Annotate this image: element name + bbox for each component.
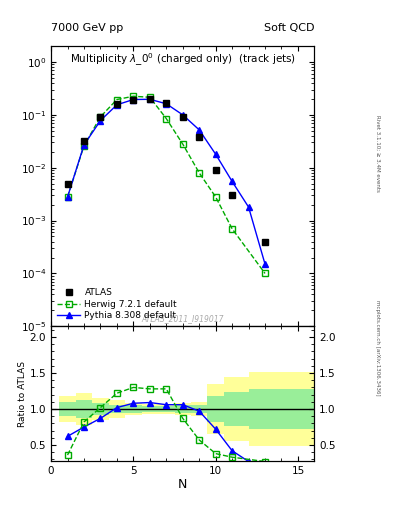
ATLAS [197, 134, 202, 140]
Herwig 7.2.1 default [263, 270, 267, 276]
Bar [158, 404, 174, 414]
Herwig 7.2.1 default [98, 114, 103, 120]
Line: Pythia 8.308 default: Pythia 8.308 default [65, 96, 268, 267]
Herwig 7.2.1 default [147, 94, 152, 100]
Herwig 7.2.1 default [197, 170, 202, 176]
Text: Soft QCD: Soft QCD [264, 23, 314, 33]
ATLAS [213, 167, 218, 173]
Herwig 7.2.1 default [180, 141, 185, 147]
Bar [92, 403, 109, 415]
ATLAS [131, 96, 136, 102]
X-axis label: N: N [178, 478, 187, 492]
Bar [76, 400, 92, 418]
Herwig 7.2.1 default [65, 194, 70, 200]
Text: Rivet 3.1.10; ≥ 3.4M events: Rivet 3.1.10; ≥ 3.4M events [375, 115, 380, 192]
Pythia 8.308 default [131, 96, 136, 102]
Pythia 8.308 default [82, 142, 86, 148]
Pythia 8.308 default [65, 194, 70, 200]
Text: mcplots.cern.ch [arXiv:1306.3436]: mcplots.cern.ch [arXiv:1306.3436] [375, 301, 380, 396]
Bar [249, 372, 314, 446]
Pythia 8.308 default [98, 117, 103, 123]
Legend: ATLAS, Herwig 7.2.1 default, Pythia 8.308 default: ATLAS, Herwig 7.2.1 default, Pythia 8.30… [55, 287, 179, 322]
Bar [191, 404, 208, 413]
Pythia 8.308 default [147, 96, 152, 102]
Bar [141, 404, 158, 414]
ATLAS [98, 114, 103, 120]
Bar [174, 406, 191, 413]
ATLAS [115, 101, 119, 107]
Bar [59, 402, 76, 416]
Text: Multiplicity $\lambda\_0^0$ (charged only)  (track jets): Multiplicity $\lambda\_0^0$ (charged onl… [70, 52, 296, 68]
Pythia 8.308 default [230, 178, 235, 184]
Bar [125, 402, 141, 415]
Bar [76, 393, 92, 425]
Bar [109, 404, 125, 413]
ATLAS [147, 96, 152, 102]
Text: ATLAS_2011_I919017: ATLAS_2011_I919017 [141, 314, 224, 324]
Herwig 7.2.1 default [213, 194, 218, 200]
Bar [141, 406, 158, 412]
Pythia 8.308 default [197, 127, 202, 133]
Bar [191, 402, 208, 416]
Bar [125, 406, 141, 413]
Herwig 7.2.1 default [131, 93, 136, 99]
Bar [92, 398, 109, 420]
Bar [59, 396, 76, 422]
Herwig 7.2.1 default [164, 116, 169, 122]
Y-axis label: Ratio to ATLAS: Ratio to ATLAS [18, 360, 27, 426]
Pythia 8.308 default [246, 204, 251, 210]
Bar [208, 396, 224, 422]
Bar [109, 400, 125, 418]
Herwig 7.2.1 default [82, 143, 86, 149]
Pythia 8.308 default [180, 112, 185, 118]
Bar [224, 377, 249, 441]
Bar [224, 392, 249, 426]
Herwig 7.2.1 default [115, 96, 119, 102]
ATLAS [263, 239, 267, 245]
Bar [158, 406, 174, 412]
ATLAS [180, 114, 185, 120]
Pythia 8.308 default [164, 101, 169, 107]
Bar [249, 389, 314, 429]
Bar [174, 403, 191, 415]
Herwig 7.2.1 default [230, 226, 235, 232]
ATLAS [230, 193, 235, 199]
Line: ATLAS: ATLAS [64, 96, 268, 245]
Pythia 8.308 default [115, 102, 119, 108]
ATLAS [82, 138, 86, 144]
Bar [208, 384, 224, 434]
Pythia 8.308 default [213, 151, 218, 157]
Text: 7000 GeV pp: 7000 GeV pp [51, 23, 123, 33]
Pythia 8.308 default [263, 261, 267, 267]
ATLAS [164, 100, 169, 106]
Line: Herwig 7.2.1 default: Herwig 7.2.1 default [65, 94, 268, 276]
ATLAS [65, 181, 70, 187]
